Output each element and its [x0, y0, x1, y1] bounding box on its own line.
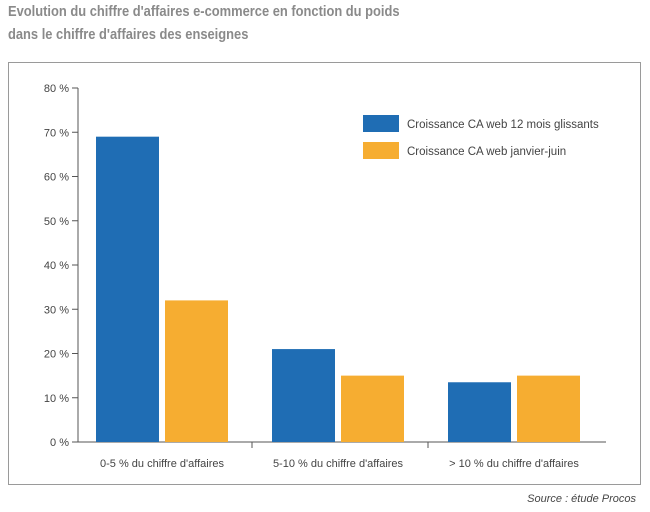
y-tick-label: 70 % [44, 127, 69, 139]
x-category-label: 0-5 % du chiffre d'affaires [100, 458, 224, 470]
y-tick-label: 60 % [44, 172, 69, 184]
x-category-label: 5-10 % du chiffre d'affaires [273, 458, 404, 470]
bar-1 [272, 349, 335, 442]
chart-title-line-2: dans le chiffre d'affaires des enseignes [8, 26, 249, 43]
bar-2 [517, 375, 580, 442]
bar-2 [341, 375, 404, 442]
chart-title-line-1: Evolution du chiffre d'affaires e-commer… [8, 3, 400, 20]
y-tick-label: 30 % [44, 304, 69, 316]
legend-swatch-1 [363, 115, 399, 132]
legend-label-1: Croissance CA web 12 mois glissants [407, 119, 599, 131]
bar-2 [165, 300, 228, 442]
bar-1 [96, 136, 159, 443]
chart-frame [8, 62, 641, 485]
legend-swatch-2 [363, 142, 399, 159]
y-tick-label: 10 % [44, 393, 69, 405]
y-tick-label: 0 % [50, 437, 69, 449]
legend-label-2: Croissance CA web janvier-juin [407, 146, 566, 158]
y-tick-label: 80 % [44, 83, 69, 95]
y-tick-label: 40 % [44, 260, 69, 272]
y-tick-label: 20 % [44, 349, 69, 361]
source-note: Source : étude Procos [527, 493, 636, 505]
y-tick-label: 50 % [44, 216, 69, 228]
x-category-label: > 10 % du chiffre d'affaires [449, 458, 579, 470]
bar-1 [448, 382, 511, 442]
